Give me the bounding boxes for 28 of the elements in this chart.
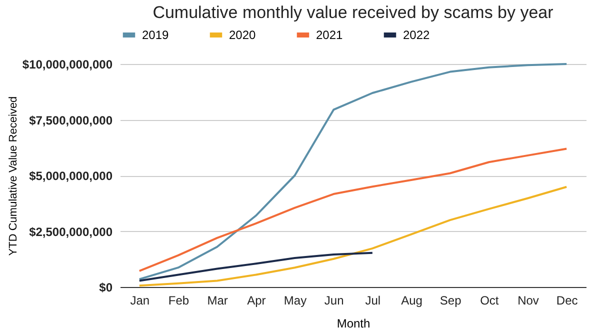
y-tick-label: $7,500,000,000 [29, 113, 113, 128]
x-tick-label: Aug [401, 294, 422, 308]
x-tick-label: Dec [556, 294, 578, 308]
x-tick-label: Oct [480, 294, 500, 308]
x-tick-label: Apr [247, 294, 266, 308]
legend-label: 2019 [142, 28, 170, 42]
x-tick-label: May [284, 294, 307, 308]
y-tick-label: $5,000,000,000 [29, 169, 113, 183]
x-tick-label: Sep [440, 294, 462, 308]
line-series [138, 148, 568, 272]
line-series [138, 252, 374, 282]
y-axis-title: YTD Cumulative Value Received [7, 96, 20, 256]
chart-title: Cumulative monthly value received by scams by year [152, 3, 554, 22]
x-tick-label: Mar [207, 294, 228, 308]
x-tick-label: Feb [168, 294, 190, 308]
line-series [138, 186, 568, 287]
x-tick-label: Jun [324, 294, 344, 308]
x-axis-title: Month [336, 316, 370, 330]
x-tick-label: Jan [130, 294, 150, 308]
legend-label: 2022 [403, 28, 430, 42]
y-tick-label: $0 [99, 280, 113, 294]
line-series [138, 63, 568, 280]
x-tick-label: Jul [365, 294, 381, 308]
y-tick-label: $10,000,000,000 [22, 58, 113, 72]
legend-label: 2021 [316, 28, 344, 42]
y-tick-label: $2,500,000,000 [29, 224, 113, 239]
x-tick-label: Nov [518, 294, 539, 308]
legend-label: 2020 [229, 28, 256, 42]
